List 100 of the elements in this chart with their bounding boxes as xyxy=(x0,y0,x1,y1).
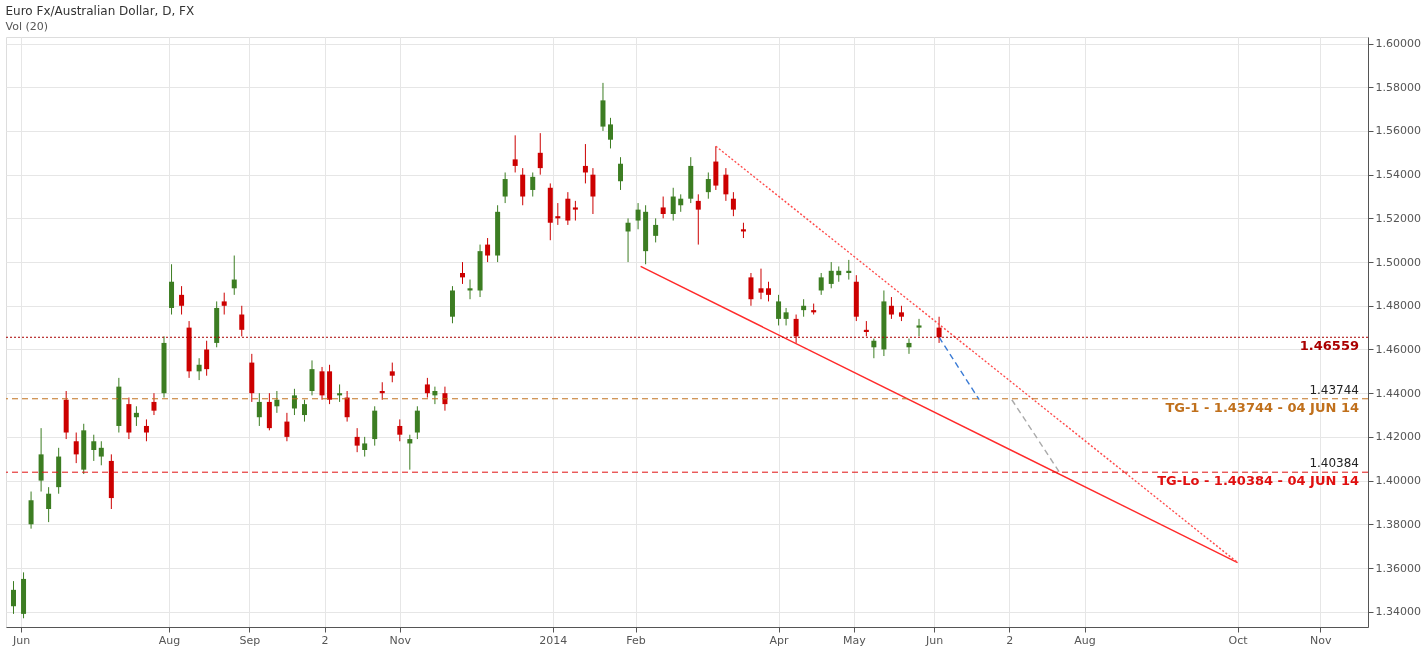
candlestick xyxy=(783,307,789,326)
candlestick xyxy=(151,392,157,416)
candlestick xyxy=(239,305,245,337)
candlestick xyxy=(389,362,395,383)
x-tick-label: Oct xyxy=(1228,633,1249,647)
y-tick-label: 1.42000 xyxy=(1375,430,1421,444)
candlestick xyxy=(133,405,139,427)
candlestick xyxy=(625,217,631,263)
y-tick-label: 1.58000 xyxy=(1375,80,1421,94)
x-tick-label: 2 xyxy=(321,633,329,647)
candlestick xyxy=(204,340,210,377)
candlestick xyxy=(11,580,17,615)
y-tick-label: 1.44000 xyxy=(1375,386,1421,400)
candlestick xyxy=(46,486,52,523)
candlestick xyxy=(407,434,413,471)
x-tick-label: May xyxy=(842,633,867,647)
annotation: 1.40384 xyxy=(1309,456,1359,471)
x-tick-label: Apr xyxy=(769,633,790,647)
x-tick-label: Nov xyxy=(389,633,412,647)
candlestick xyxy=(695,193,701,246)
x-tick-label: Sep xyxy=(239,633,261,647)
candlestick xyxy=(256,392,262,427)
x-tick-label: 2014 xyxy=(539,633,568,647)
candlestick xyxy=(572,200,578,222)
x-tick-label: 2 xyxy=(1006,633,1014,647)
candlestick xyxy=(512,134,518,173)
candlestick xyxy=(635,202,641,230)
candlestick xyxy=(196,357,202,381)
y-tick-label: 1.46000 xyxy=(1375,342,1421,356)
candlestick xyxy=(608,117,613,149)
candlestick xyxy=(460,261,465,285)
y-tick-label: 1.40000 xyxy=(1375,474,1421,488)
candlestick xyxy=(91,434,97,462)
candlestick xyxy=(653,217,659,243)
y-tick-label: 1.38000 xyxy=(1375,517,1421,531)
candlestick xyxy=(730,191,736,217)
x-tick-label: Jun xyxy=(11,633,31,647)
candlestick xyxy=(906,338,912,355)
chart-subtitle: Vol (20) xyxy=(5,20,49,33)
candlestick xyxy=(221,292,227,316)
candlestick xyxy=(362,436,368,458)
candlestick xyxy=(723,167,729,202)
y-tick-label: 1.54000 xyxy=(1375,168,1421,182)
candlestick xyxy=(274,390,280,414)
candlestick xyxy=(520,167,526,206)
candlestick xyxy=(179,285,185,316)
annotation: 1.43744 xyxy=(1309,382,1359,397)
candlestick xyxy=(344,390,350,423)
candlestick xyxy=(98,440,104,466)
candlestick xyxy=(301,399,307,423)
x-tick-label: Nov xyxy=(1310,633,1333,647)
candlestick xyxy=(871,338,877,359)
candlestick xyxy=(309,359,315,396)
ref-line-label: TG-1 - 1.43744 - 04 JUN 14 xyxy=(1165,399,1359,415)
candlestick xyxy=(888,296,894,320)
y-tick-label: 1.60000 xyxy=(1375,37,1421,51)
candlestick xyxy=(758,268,764,300)
candlestick xyxy=(618,156,624,191)
y-tick-label: 1.52000 xyxy=(1375,211,1421,225)
candlestick xyxy=(467,279,473,300)
candlestick xyxy=(354,427,360,453)
candlestick xyxy=(432,386,438,405)
y-tick-label: 1.48000 xyxy=(1375,299,1421,313)
candlestick xyxy=(537,132,543,176)
candlestick xyxy=(828,261,834,289)
candlestick xyxy=(748,272,754,307)
candlestick xyxy=(846,259,852,281)
y-tick-label: 1.34000 xyxy=(1375,605,1421,619)
candlestick xyxy=(555,202,561,226)
y-tick-label: 1.50000 xyxy=(1375,255,1421,269)
candlestick xyxy=(414,405,420,440)
candlestick xyxy=(582,143,588,184)
ref-line-label: TG-Lo - 1.40384 - 04 JUN 14 xyxy=(1157,473,1359,489)
y-tick-label: 1.36000 xyxy=(1375,561,1421,575)
x-tick-label: Aug xyxy=(1074,633,1096,647)
candlestick xyxy=(397,418,403,442)
candlestick xyxy=(818,272,824,296)
candlestick xyxy=(590,167,596,215)
candlestick xyxy=(530,171,536,198)
candlestick xyxy=(793,314,799,344)
x-tick-label: Aug xyxy=(158,633,181,647)
candlestick xyxy=(936,316,942,344)
x-tick-label: Jun xyxy=(924,633,944,647)
candlestick xyxy=(143,418,149,442)
candlestick xyxy=(424,377,430,399)
candlestick xyxy=(502,171,508,204)
candlestick xyxy=(776,294,782,326)
candlestick xyxy=(73,432,79,464)
candlestick xyxy=(660,196,666,219)
candlestick xyxy=(485,237,491,263)
x-tick-label: Feb xyxy=(626,633,646,647)
candlestick xyxy=(916,318,922,337)
ref-line-label: 1.46559 xyxy=(1299,338,1359,354)
candlestick xyxy=(231,255,237,296)
chart-title: Euro Fx/Australian Dollar, D, FX xyxy=(5,4,195,18)
candlestick xyxy=(284,412,290,442)
candlestick xyxy=(766,281,772,302)
candlestick xyxy=(337,383,343,403)
candlestick xyxy=(291,388,297,416)
candlestick xyxy=(442,386,448,412)
